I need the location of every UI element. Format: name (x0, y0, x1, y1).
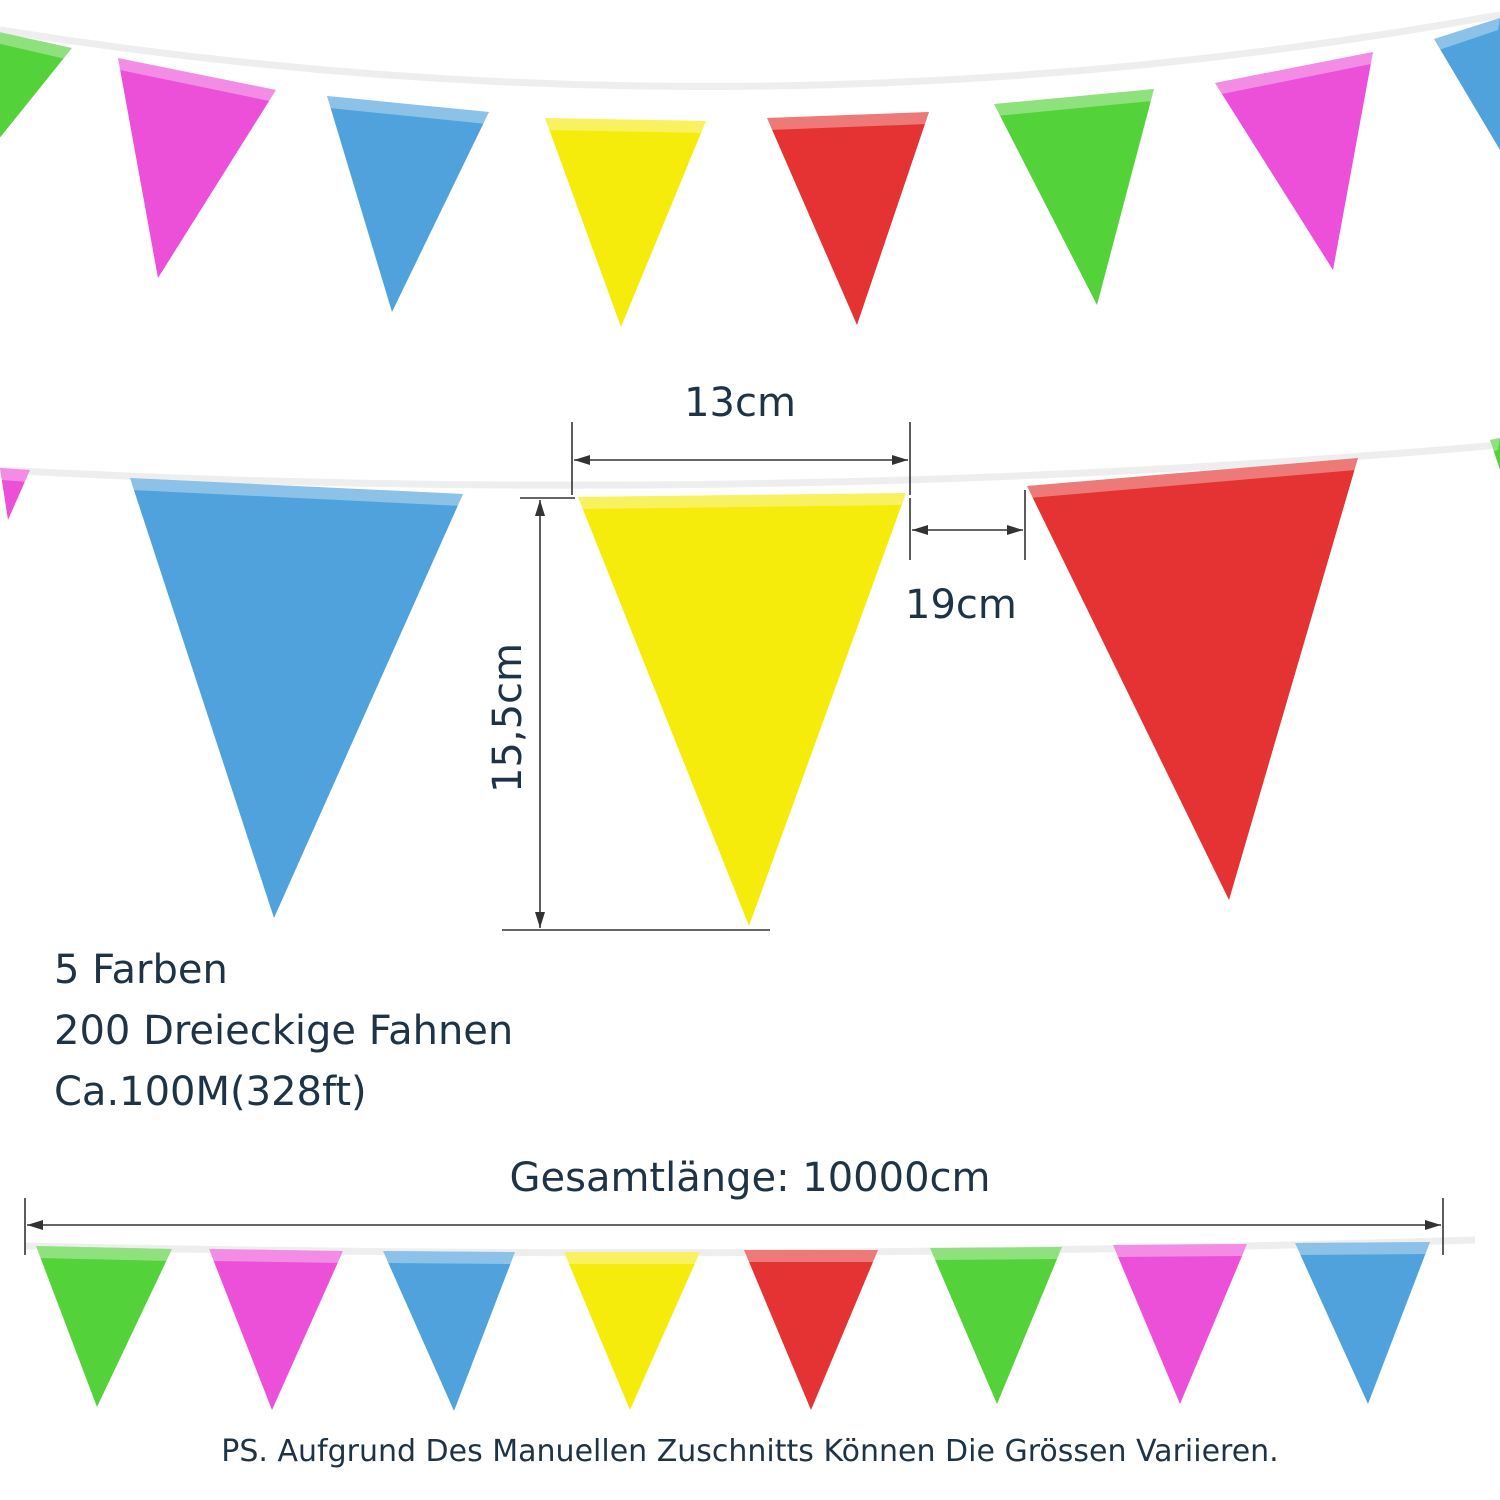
bottom-bunting-row (36, 1242, 1430, 1411)
flag-green (0, 32, 72, 138)
middle-bunting-string (0, 441, 1500, 489)
height-arrow-top (535, 500, 545, 516)
flag-hem (578, 493, 906, 509)
top-bunting-row (0, 18, 1500, 327)
height-arrow-bottom (535, 912, 545, 928)
flag-red (1027, 458, 1358, 900)
flag-blue (130, 478, 463, 918)
dimension-lines (24, 422, 1444, 1255)
flag-hem (1490, 438, 1500, 452)
flag-green (1490, 438, 1500, 470)
bunting-string (0, 11, 1500, 90)
flag-red (744, 1250, 878, 1410)
flag-pink (0, 468, 30, 520)
flag-hem (327, 96, 489, 124)
flag-hem (1113, 1244, 1247, 1257)
flag-pink (1113, 1244, 1247, 1404)
length-text: Ca.100M(328ft) (54, 1069, 367, 1115)
bunting-string (0, 441, 1500, 489)
flag-hem (383, 1251, 515, 1264)
flag-yellow (545, 118, 706, 327)
flag-width-label: 13cm (684, 380, 796, 426)
gap-arrow-right (1007, 525, 1023, 535)
flag-green (36, 1246, 172, 1407)
flag-hem (0, 32, 72, 60)
flag-hem (1027, 458, 1358, 498)
flag-pink (209, 1249, 343, 1410)
middle-bunting-row (0, 438, 1500, 926)
product-info: 5 Farben 200 Dreieckige Fahnen Ca.100M(3… (54, 940, 513, 1123)
flag-red (767, 112, 929, 325)
flag-hem (930, 1247, 1062, 1260)
flag-blue (1295, 1242, 1430, 1404)
flag-count-text: 200 Dreieckige Fahnen (54, 1008, 514, 1054)
flag-yellow (564, 1252, 700, 1410)
flag-hem (564, 1252, 700, 1264)
flag-hem (767, 112, 929, 130)
flag-hem (209, 1249, 343, 1263)
flag-hem (118, 58, 276, 102)
flag-hem (545, 118, 706, 133)
width-arrow-left (574, 455, 590, 465)
flag-hem (0, 468, 30, 482)
flag-height-label: 15,5cm (485, 642, 531, 794)
flag-green (930, 1247, 1062, 1404)
flag-hem (130, 478, 463, 506)
flag-hem (1295, 1242, 1430, 1255)
top-bunting-string (0, 11, 1500, 90)
flag-hem (1215, 52, 1373, 95)
flag-blue (1434, 18, 1500, 150)
colors-count-text: 5 Farben (54, 947, 228, 993)
flag-hem (1434, 18, 1500, 51)
total-length-label: Gesamtlänge: 10000cm (509, 1155, 991, 1201)
flag-hem (994, 89, 1154, 116)
gap-arrow-left (912, 525, 928, 535)
total-arrow-right (1425, 1220, 1441, 1230)
flag-yellow (578, 493, 906, 926)
flag-gap-label: 19cm (905, 582, 1017, 628)
flag-hem (744, 1250, 878, 1262)
flag-hem (36, 1246, 172, 1261)
flag-green (994, 89, 1154, 305)
flag-pink (118, 58, 276, 278)
width-arrow-right (892, 455, 908, 465)
total-arrow-left (27, 1220, 43, 1230)
flag-blue (327, 96, 489, 312)
size-variation-note: PS. Aufgrund Des Manuellen Zuschnitts Kö… (221, 1434, 1279, 1469)
flag-blue (383, 1251, 515, 1411)
flag-pink (1215, 52, 1373, 270)
